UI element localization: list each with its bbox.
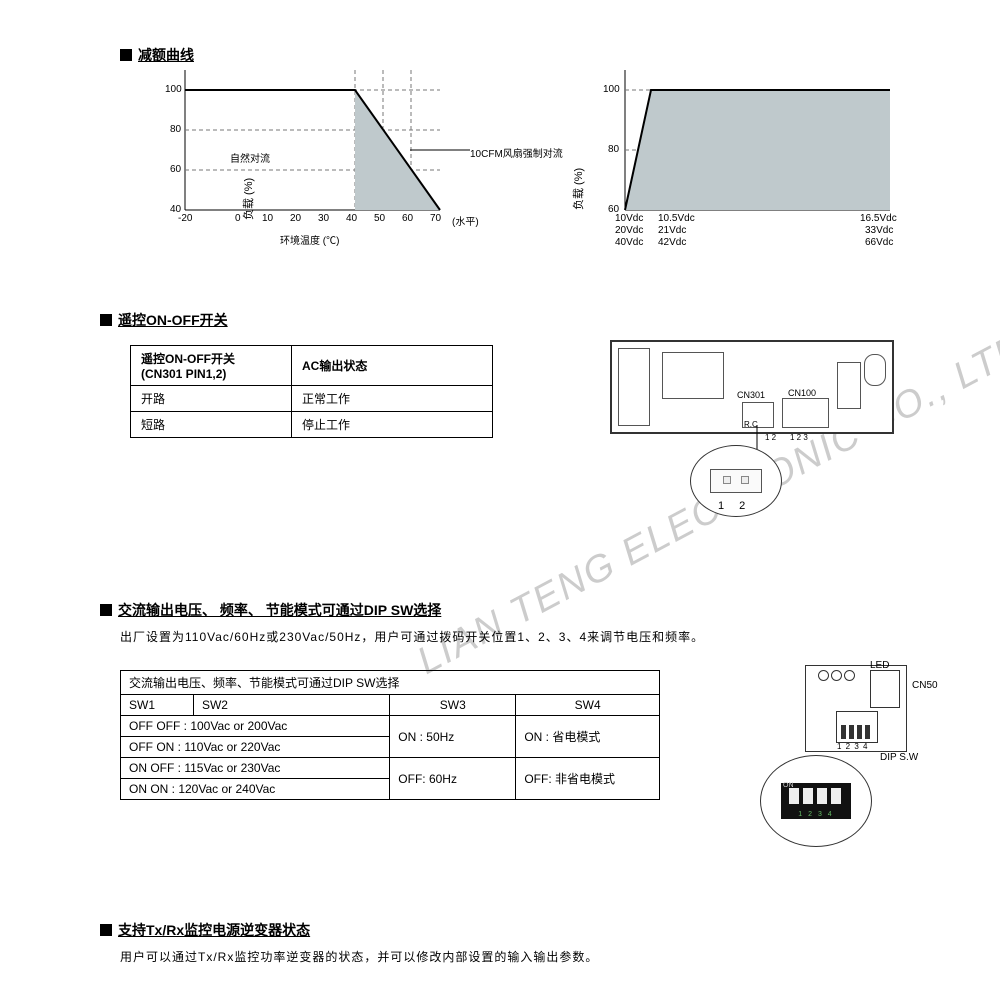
x-tick-r: 42Vdc <box>658 237 686 248</box>
bullet-square-icon <box>100 604 112 616</box>
y-tick-r: 80 <box>608 144 619 155</box>
table-cell: ON : 50Hz <box>390 716 516 758</box>
chart-right-y-label: 负载 (%) <box>570 168 586 210</box>
x-tick-r: 66Vdc <box>865 237 893 248</box>
charts-container: 负载 (%) 100 80 60 40 -20 0 10 20 30 40 50… <box>120 60 920 290</box>
label-dipsw: DIP S.W <box>880 752 918 763</box>
section-body: 用户可以通过Tx/Rx监控功率逆变器的状态，并可以修改内部设置的输入输出参数。 <box>120 948 598 965</box>
x-tick-r: 40Vdc <box>615 237 643 248</box>
heading-text: 交流输出电压、 频率、 节能模式可通过DIP SW选择 <box>118 600 441 620</box>
x-tick: 40 <box>346 213 357 224</box>
y-tick: 60 <box>170 164 181 175</box>
table-cell: OFF OFF : 100Vac or 200Vac <box>121 716 390 737</box>
table-cell: 开路 <box>131 386 292 412</box>
connector-pin-nums: 1 2 <box>718 500 751 512</box>
label-led: LED <box>870 660 889 671</box>
label-dip-nums: 1 2 3 4 <box>837 742 868 751</box>
chart-left-annot-inside: 自然对流 <box>230 150 270 165</box>
dip-switch-icon <box>836 711 878 743</box>
chart-left <box>140 60 460 260</box>
table-row: 交流输出电压、频率、节能模式可通过DIP SW选择 <box>121 671 660 695</box>
table-row: 遥控ON-OFF开关 (CN301 PIN1,2) AC输出状态 <box>131 346 493 386</box>
label-cn301: CN301 <box>737 390 765 400</box>
section-txrx: 支持Tx/Rx监控电源逆变器状态 用户可以通过Tx/Rx监控功率逆变器的状态，并… <box>100 920 598 965</box>
x-tick: 10 <box>262 213 273 224</box>
y-tick: 100 <box>165 84 182 95</box>
table-row: SW1 SW2 SW3 SW4 <box>121 695 660 716</box>
table-cell: ON ON : 120Vac or 240Vac <box>121 779 390 800</box>
table-cell: 短路 <box>131 412 292 438</box>
x-tick: 0 <box>235 213 241 224</box>
chip-nums: 1 2 3 4 <box>781 811 851 818</box>
x-tick: 20 <box>290 213 301 224</box>
annotation-leader-line <box>410 140 475 160</box>
table-cell: OFF: 60Hz <box>390 758 516 800</box>
table-cell: 正常工作 <box>292 386 493 412</box>
table-cell: ON : 省电模式 <box>516 716 660 758</box>
x-tick: 50 <box>374 213 385 224</box>
bullet-square-icon <box>100 314 112 326</box>
remote-onoff-table: 遥控ON-OFF开关 (CN301 PIN1,2) AC输出状态 开路 正常工作… <box>130 345 493 438</box>
table-cell: OFF: 非省电模式 <box>516 758 660 800</box>
section-dip-sw: 交流输出电压、 频率、 节能模式可通过DIP SW选择 出厂设置为110Vac/… <box>100 600 704 645</box>
table-row: ON OFF : 115Vac or 230Vac OFF: 60Hz OFF:… <box>121 758 660 779</box>
x-tick: 70 <box>430 213 441 224</box>
heading-text: 支持Tx/Rx监控电源逆变器状态 <box>118 920 310 940</box>
table-row: 短路 停止工作 <box>131 412 493 438</box>
y-tick-r: 100 <box>603 84 620 95</box>
table-header: AC输出状态 <box>292 346 493 386</box>
x-tick-r: 21Vdc <box>658 225 686 236</box>
x-tick-r: 16.5Vdc <box>860 213 897 224</box>
x-tick-r: 33Vdc <box>865 225 893 236</box>
table-cell: ON OFF : 115Vac or 230Vac <box>121 758 390 779</box>
section-body: 出厂设置为110Vac/60Hz或230Vac/50Hz，用户可通过拨码开关位置… <box>120 628 704 645</box>
x-tick: 60 <box>402 213 413 224</box>
chart-left-x-label: 环境温度 (℃) <box>280 232 339 247</box>
connector-icon <box>710 469 762 493</box>
device-diagram-dip <box>805 665 907 752</box>
x-tick-r: 10Vdc <box>615 213 643 224</box>
chart-left-y-label: 负载 (%) <box>240 178 256 220</box>
table-cell: 停止工作 <box>292 412 493 438</box>
col-header: SW3 <box>390 695 516 716</box>
dip-switch-table: 交流输出电压、频率、节能模式可通过DIP SW选择 SW1 SW2 SW3 SW… <box>120 670 660 800</box>
table-row: OFF OFF : 100Vac or 200Vac ON : 50Hz ON … <box>121 716 660 737</box>
x-tick-r: 20Vdc <box>615 225 643 236</box>
label-cn100: CN100 <box>788 388 816 398</box>
label-cn50: CN50 <box>912 680 938 691</box>
x-tick-r: 10.5Vdc <box>658 213 695 224</box>
table-title: 交流输出电压、频率、节能模式可通过DIP SW选择 <box>121 671 660 695</box>
col-header: SW4 <box>516 695 660 716</box>
dip-switch-photo: ON 1 2 3 4 <box>760 755 872 847</box>
col-header: SW1 <box>121 695 194 716</box>
chart-left-annot-right: 10CFM风扇强制对流 <box>470 145 563 160</box>
led-icons <box>818 670 857 684</box>
heading-text: 遥控ON-OFF开关 <box>118 310 228 330</box>
dip-chip-icon: ON 1 2 3 4 <box>781 783 851 819</box>
section-remote-onoff: 遥控ON-OFF开关 <box>100 310 228 336</box>
x-unit-note: (水平) <box>452 213 479 228</box>
label-pins-a: 1 2 <box>765 433 776 442</box>
table-header: 遥控ON-OFF开关 (CN301 PIN1,2) <box>131 346 292 386</box>
x-tick: -20 <box>178 213 192 224</box>
bullet-square-icon <box>100 924 112 936</box>
col-header: SW2 <box>193 695 389 716</box>
table-row: 开路 正常工作 <box>131 386 493 412</box>
table-cell: OFF ON : 110Vac or 220Vac <box>121 737 390 758</box>
label-pins-b: 1 2 3 <box>790 433 808 442</box>
x-tick: 30 <box>318 213 329 224</box>
y-tick: 80 <box>170 124 181 135</box>
